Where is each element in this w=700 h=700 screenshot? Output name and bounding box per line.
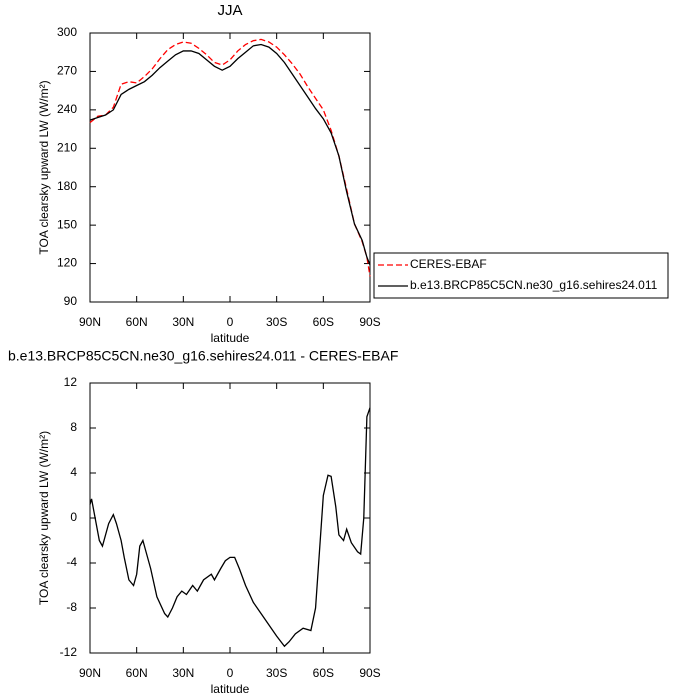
- y-tick-label: 4: [70, 465, 77, 479]
- data-line: [89, 38, 371, 277]
- x-tick-label: 30N: [172, 315, 194, 329]
- chart-title: JJA: [217, 2, 242, 19]
- y-tick-label: 120: [57, 256, 77, 270]
- x-tick-label: 30S: [266, 666, 287, 680]
- x-tick-label: 30N: [172, 666, 194, 680]
- y-tick-label: 150: [57, 217, 77, 231]
- x-tick-label: 90S: [359, 666, 380, 680]
- y-tick-label: 180: [57, 179, 77, 193]
- x-tick-label: 90N: [79, 666, 101, 680]
- x-tick-label: 90N: [79, 315, 101, 329]
- x-tick-label: 90S: [359, 315, 380, 329]
- legend-box: [373, 252, 669, 299]
- y-tick-label: -4: [66, 555, 77, 569]
- y-tick-label: 300: [57, 25, 77, 39]
- y-tick-label: 90: [64, 294, 78, 308]
- x-tick-label: 0: [227, 315, 234, 329]
- y-axis-label: TOA clearsky upward LW (W/m²): [37, 431, 51, 605]
- x-tick-label: 60S: [313, 315, 334, 329]
- plot-frame: [89, 32, 371, 303]
- legend-label: b.e13.BRCP85C5CN.ne30_g16.sehires24.011: [410, 278, 658, 292]
- x-tick-label: 60S: [313, 666, 334, 680]
- y-axis-label: TOA clearsky upward LW (W/m²): [37, 80, 51, 254]
- y-tick-label: 210: [57, 140, 77, 154]
- x-axis-label: latitude: [211, 682, 250, 696]
- data-line: [89, 43, 371, 266]
- x-tick-label: 0: [227, 666, 234, 680]
- x-tick-label: 60N: [126, 315, 148, 329]
- y-tick-label: -12: [60, 645, 78, 659]
- chart-title: b.e13.BRCP85C5CN.ne30_g16.sehires24.011 …: [8, 348, 398, 364]
- plot-frame: [89, 382, 371, 654]
- x-tick-label: 30S: [266, 315, 287, 329]
- x-axis-label: latitude: [211, 331, 250, 345]
- y-tick-label: 240: [57, 102, 77, 116]
- y-tick-label: 8: [70, 420, 77, 434]
- data-line: [89, 407, 371, 648]
- y-tick-label: 270: [57, 64, 77, 78]
- y-tick-label: 12: [64, 375, 78, 389]
- y-tick-label: 0: [70, 510, 77, 524]
- x-tick-label: 60N: [126, 666, 148, 680]
- legend-label: CERES-EBAF: [410, 257, 487, 271]
- y-tick-label: -8: [66, 600, 77, 614]
